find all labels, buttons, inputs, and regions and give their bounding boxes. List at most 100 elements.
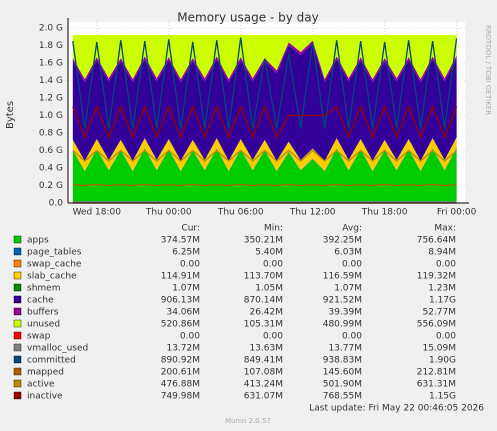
legend-stat: 0.00 — [342, 332, 362, 342]
legend-name: page_tables — [27, 248, 82, 258]
x-tick-label: Thu 00:00 — [145, 208, 192, 218]
legend-swatch — [13, 379, 22, 388]
line — [72, 183, 457, 187]
legend-stat: 0.00 — [180, 332, 200, 342]
legend-stat: 501.90M — [323, 380, 362, 390]
legend-stat: 476.88M — [161, 380, 200, 390]
last-update: Last update: Fri May 22 00:46:05 2026 — [309, 404, 484, 414]
legend-swatch — [13, 295, 22, 304]
legend-name: active — [27, 380, 55, 390]
legend-name: shmem — [27, 284, 60, 294]
side-text: RRDTOOL / TOBI OETIKER — [484, 25, 492, 115]
legend-header: Cur: — [181, 224, 200, 234]
legend-stat: 749.98M — [161, 392, 200, 402]
legend-stat: 631.31M — [417, 380, 456, 390]
legend-stat: 938.83M — [323, 356, 362, 366]
line — [72, 104, 458, 140]
x-tick-label: Fri 00:00 — [437, 208, 477, 218]
legend-swatch — [13, 319, 22, 328]
legend-stat: 13.63M — [249, 344, 283, 354]
legend-stat: 8.94M — [428, 248, 456, 258]
legend-stat: 1.05M — [255, 284, 283, 294]
x-tick-label: Wed 18:00 — [73, 208, 122, 218]
legend-swatch — [13, 391, 22, 400]
legend-stat: 116.59M — [323, 272, 362, 282]
legend-stat: 350.21M — [244, 236, 283, 246]
legend-stat: 39.39M — [328, 308, 362, 318]
legend-swatch — [13, 355, 22, 364]
legend-stat: 113.70M — [244, 272, 283, 282]
legend-stat: 520.86M — [161, 320, 200, 330]
legend-swatch — [13, 271, 22, 280]
y-tick-label: 0.6 G — [39, 146, 63, 156]
legend-swatch — [13, 247, 22, 256]
legend-name: apps — [27, 236, 49, 246]
line — [72, 37, 458, 129]
legend-swatch — [13, 235, 22, 244]
x-tick-label: Thu 18:00 — [361, 208, 408, 218]
y-tick-label: 1.4 G — [39, 76, 63, 86]
legend-header: Min: — [264, 224, 283, 234]
legend-stat: 392.25M — [323, 236, 362, 246]
legend-header: Avg: — [342, 224, 362, 234]
legend-stat: 921.52M — [323, 296, 362, 306]
legend-swatch — [13, 331, 22, 340]
legend-stat: 374.57M — [161, 236, 200, 246]
legend-stat: 1.07M — [334, 284, 362, 294]
legend-stat: 0.00 — [436, 332, 456, 342]
legend-stat: 480.99M — [323, 320, 362, 330]
y-tick-label: 0.8 G — [39, 129, 63, 139]
legend-stat: 0.00 — [436, 260, 456, 270]
legend-stat: 26.42M — [249, 308, 283, 318]
area — [72, 147, 457, 203]
legend-stat: 114.91M — [161, 272, 200, 282]
legend-stat: 52.77M — [422, 308, 456, 318]
legend-swatch — [13, 367, 22, 376]
x-tick-label: Thu 12:00 — [289, 208, 336, 218]
legend-stat: 1.17G — [429, 296, 456, 306]
legend-swatch — [13, 307, 22, 316]
legend-name: swap_cache — [27, 260, 82, 270]
y-tick-label: 2.0 G — [39, 24, 63, 34]
legend-swatch — [13, 283, 22, 292]
y-tick-label: 1.2 G — [39, 94, 63, 104]
legend-header: Max: — [434, 224, 456, 234]
area — [72, 137, 457, 171]
legend-stat: 631.07M — [244, 392, 283, 402]
area — [72, 35, 457, 80]
x-tick-label: Thu 06:00 — [217, 208, 264, 218]
legend-stat: 5.40M — [255, 248, 283, 258]
legend-stat: 906.13M — [161, 296, 200, 306]
legend-stat: 105.31M — [244, 320, 283, 330]
legend-swatch — [13, 259, 22, 268]
y-tick-label: 1.6 G — [39, 59, 63, 69]
legend-stat: 1.07M — [172, 284, 200, 294]
legend-swatch — [13, 343, 22, 352]
y-tick-label: 0.4 G — [39, 164, 63, 174]
y-tick-label: 1.8 G — [39, 41, 63, 51]
legend-stat: 890.92M — [161, 356, 200, 366]
legend-stat: 1.90G — [429, 356, 456, 366]
legend-stat: 1.23M — [428, 284, 456, 294]
legend-stat: 6.03M — [334, 248, 362, 258]
legend-stat: 849.41M — [244, 356, 283, 366]
footer: Munin 2.0.57 — [225, 417, 271, 425]
chart-title: Memory usage - by day — [177, 11, 318, 25]
legend-name: committed — [27, 356, 76, 366]
line — [72, 149, 458, 162]
legend-stat: 212.81M — [417, 368, 456, 378]
legend-stat: 870.14M — [244, 296, 283, 306]
legend-name: swap — [27, 332, 51, 342]
legend-name: inactive — [27, 392, 63, 402]
legend-stat: 13.77M — [328, 344, 362, 354]
legend-stat: 0.00 — [180, 260, 200, 270]
legend-stat: 13.72M — [166, 344, 200, 354]
area — [72, 43, 457, 161]
legend-stat: 1.15G — [429, 392, 456, 402]
legend-name: cache — [27, 296, 54, 306]
legend-stat: 6.25M — [172, 248, 200, 258]
legend-stat: 768.55M — [323, 392, 362, 402]
legend-name: unused — [27, 320, 60, 330]
